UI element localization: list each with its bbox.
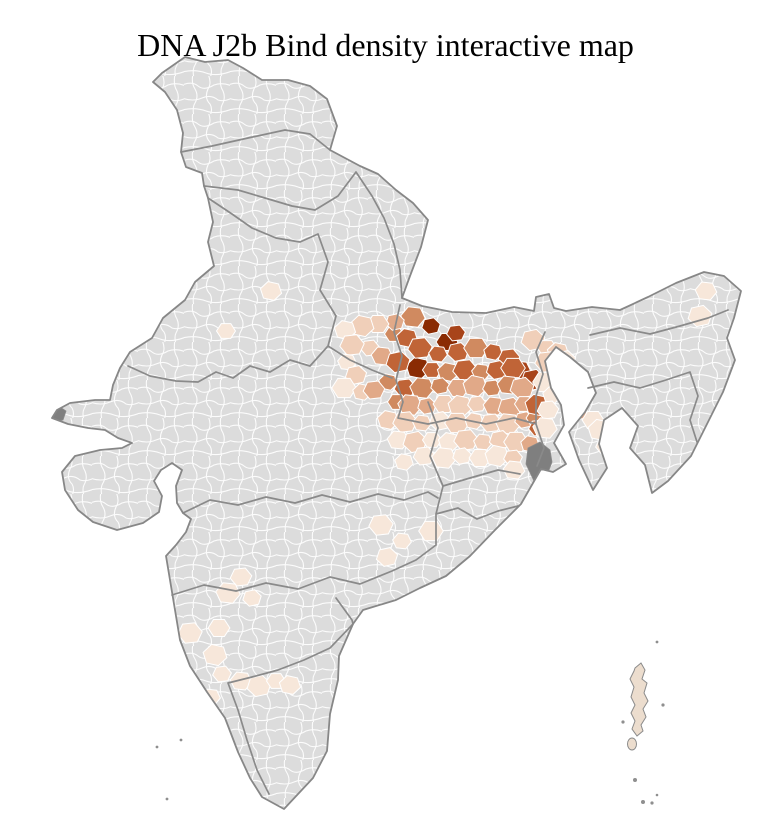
district-cell[interactable] xyxy=(500,357,526,379)
lakshadweep-islands xyxy=(155,738,183,801)
district-cell[interactable] xyxy=(421,362,443,378)
island-speck xyxy=(641,800,645,804)
district-cell[interactable] xyxy=(694,281,718,301)
map-title: DNA J2b Bind density interactive map xyxy=(137,27,634,64)
district-cell[interactable] xyxy=(446,342,470,362)
district-cell[interactable] xyxy=(376,410,400,430)
district-cell[interactable] xyxy=(418,520,444,542)
district-cell[interactable] xyxy=(484,444,510,468)
island-speck xyxy=(621,720,625,724)
district-cell[interactable] xyxy=(446,324,466,342)
island-speck xyxy=(650,801,654,805)
district-cell[interactable] xyxy=(212,665,232,683)
district-cell[interactable] xyxy=(229,671,253,691)
island-speck xyxy=(633,778,637,782)
district-cell[interactable] xyxy=(407,337,433,359)
island-speck xyxy=(155,745,159,749)
district-cell[interactable] xyxy=(339,334,365,356)
district-cell[interactable] xyxy=(368,514,394,536)
district-cell[interactable] xyxy=(331,377,357,399)
district-cell[interactable] xyxy=(482,379,502,397)
district-cell[interactable] xyxy=(430,377,450,395)
district-cell[interactable] xyxy=(246,674,272,698)
district-cell[interactable] xyxy=(394,453,414,471)
district-cell[interactable] xyxy=(428,345,448,363)
state-borders xyxy=(127,129,729,795)
island-speck xyxy=(179,738,183,742)
district-cell[interactable] xyxy=(463,337,489,359)
andaman-nicobar-islands[interactable] xyxy=(621,640,665,805)
district-cell[interactable] xyxy=(483,343,503,361)
district-cell[interactable] xyxy=(546,359,566,377)
district-cell[interactable] xyxy=(242,589,262,607)
district-cell[interactable] xyxy=(536,400,560,420)
district-cell[interactable] xyxy=(375,547,399,567)
island-speck xyxy=(655,640,659,644)
district-cell[interactable] xyxy=(400,306,426,328)
district-cell[interactable] xyxy=(431,447,457,469)
district-cell[interactable] xyxy=(202,643,228,667)
district-cell[interactable] xyxy=(229,567,253,587)
district-cell[interactable] xyxy=(473,433,493,451)
district-cell[interactable] xyxy=(278,675,302,695)
district-cell[interactable] xyxy=(207,619,231,637)
island-speck xyxy=(661,703,665,707)
district-cell[interactable] xyxy=(392,532,412,550)
district-cell[interactable] xyxy=(467,395,487,413)
district-cell[interactable] xyxy=(509,376,535,400)
island-speck xyxy=(655,793,659,797)
district-cell[interactable] xyxy=(259,281,283,301)
district-cell[interactable] xyxy=(452,447,472,465)
district-cell[interactable] xyxy=(453,429,479,451)
andaman-main-island[interactable] xyxy=(629,662,649,737)
india-outline xyxy=(51,56,742,810)
district-cell[interactable] xyxy=(362,380,386,400)
andaman-small-island[interactable] xyxy=(627,737,637,751)
district-cell[interactable] xyxy=(215,323,237,339)
island-speck xyxy=(165,797,169,801)
district-cell[interactable] xyxy=(385,350,411,374)
district-cell[interactable] xyxy=(412,446,436,466)
district-cell[interactable] xyxy=(421,317,441,335)
district-cell[interactable] xyxy=(397,394,423,416)
